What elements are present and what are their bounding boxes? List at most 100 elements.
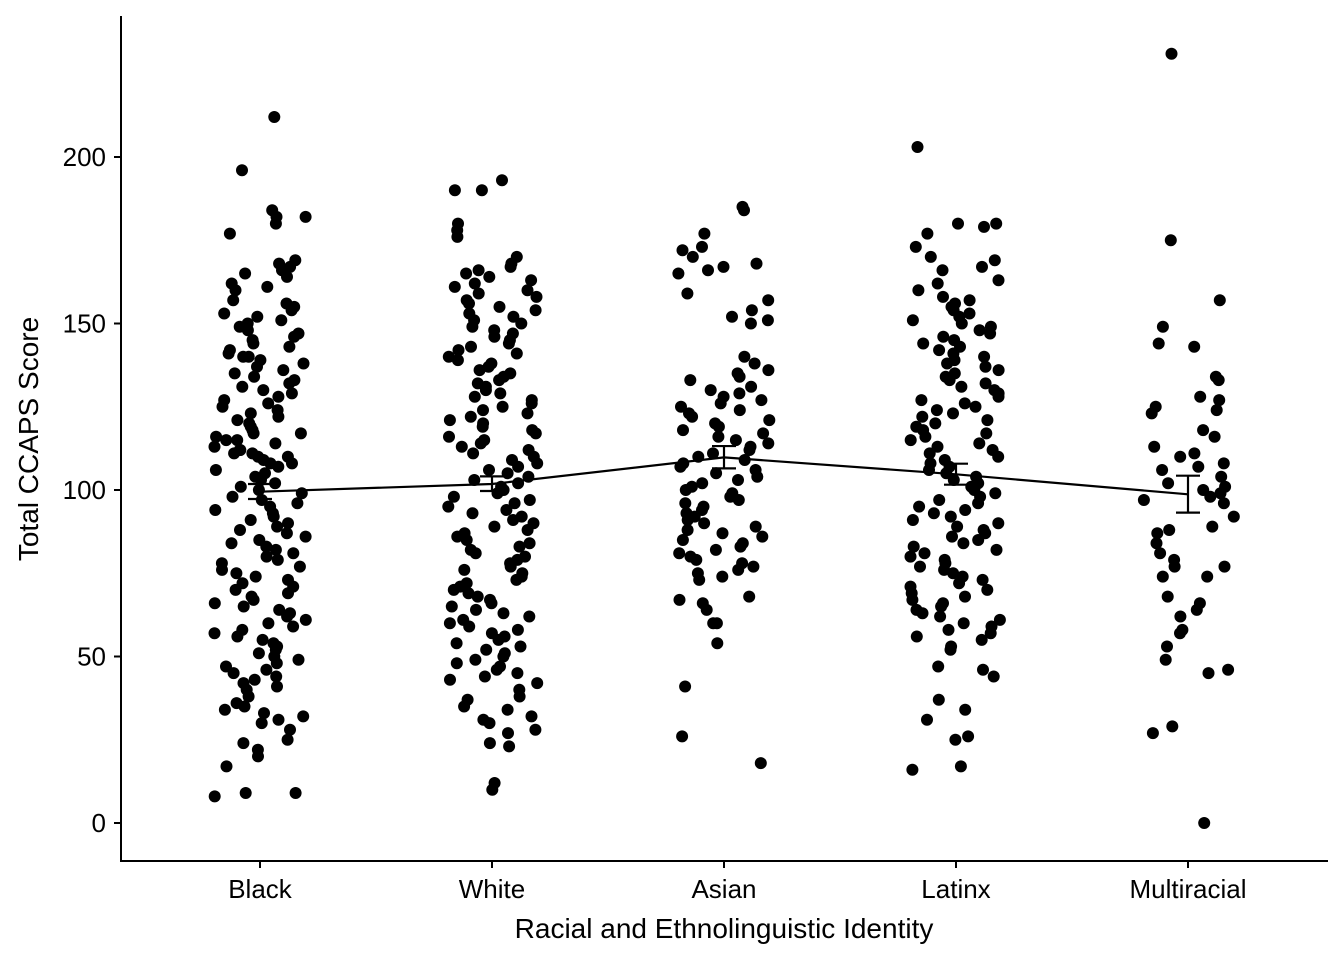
data-point-latinx-118: [944, 643, 957, 656]
data-point-latinx-33: [941, 357, 954, 370]
data-point-latinx-72: [989, 487, 1002, 500]
data-point-asian-26: [755, 394, 768, 407]
data-point-white-52: [521, 407, 534, 420]
data-point-asian-90: [754, 757, 767, 770]
data-point-black-135: [227, 667, 240, 680]
data-point-black-19: [285, 304, 298, 317]
data-point-black-59: [210, 430, 223, 443]
data-point-latinx-78: [927, 507, 940, 520]
data-point-asian-71: [709, 543, 722, 556]
data-point-latinx-1: [952, 217, 964, 230]
data-point-white-32: [465, 340, 477, 353]
data-point-multiracial-47: [1159, 653, 1172, 666]
data-point-multiracial-1: [1164, 234, 1177, 247]
y-tick-label-0: 0: [92, 808, 106, 838]
data-point-asian-66: [716, 527, 729, 540]
data-point-white-73: [512, 477, 525, 490]
data-point-multiracial-7: [1212, 374, 1225, 387]
data-point-white-0: [496, 174, 508, 187]
data-point-white-35: [442, 350, 455, 363]
data-point-black-132: [270, 657, 283, 670]
data-point-latinx-34: [979, 360, 992, 373]
data-point-black-37: [251, 360, 263, 373]
data-point-latinx-122: [932, 693, 945, 706]
data-point-white-144: [483, 737, 496, 750]
data-point-latinx-45: [958, 397, 971, 410]
data-point-multiracial-50: [1166, 720, 1179, 733]
data-point-black-104: [216, 563, 228, 576]
data-point-asian-2: [698, 227, 711, 240]
data-point-asian-37: [712, 430, 725, 443]
data-point-black-150: [281, 733, 294, 746]
data-point-asian-87: [711, 637, 724, 650]
data-point-multiracial-8: [1194, 390, 1207, 403]
data-point-multiracial-18: [1217, 457, 1230, 470]
data-point-asian-36: [757, 427, 770, 440]
data-point-white-76: [491, 487, 504, 500]
data-point-latinx-57: [973, 437, 986, 450]
data-point-black-149: [284, 723, 296, 736]
data-point-asian-9: [672, 267, 685, 280]
data-point-black-86: [209, 504, 222, 516]
data-point-asian-56: [732, 494, 745, 506]
y-tick-label-200: 200: [63, 142, 106, 172]
data-point-multiracial-49: [1202, 667, 1215, 680]
data-point-latinx-109: [934, 610, 947, 623]
data-point-black-121: [287, 620, 300, 633]
data-point-black-32: [222, 347, 235, 360]
data-point-asian-79: [716, 570, 729, 583]
data-point-latinx-121: [987, 670, 1000, 683]
data-point-multiracial-36: [1218, 560, 1231, 573]
data-point-latinx-101: [981, 583, 994, 596]
data-point-black-84: [291, 497, 304, 510]
data-point-white-9: [472, 264, 485, 277]
data-point-multiracial-22: [1162, 477, 1175, 490]
data-point-white-54: [443, 414, 456, 427]
data-point-multiracial-25: [1214, 487, 1227, 500]
data-point-white-38: [482, 360, 495, 373]
data-point-asian-11: [762, 294, 775, 307]
data-point-black-156: [239, 787, 252, 799]
data-point-white-15: [521, 284, 534, 297]
data-point-asian-6: [750, 257, 763, 270]
data-point-white-13: [468, 277, 481, 290]
data-point-black-42: [283, 377, 296, 390]
data-point-latinx-51: [929, 417, 942, 430]
data-point-multiracial-5: [1188, 340, 1201, 353]
data-point-white-135: [513, 690, 526, 703]
data-point-asian-42: [707, 447, 719, 460]
data-point-white-5: [451, 230, 464, 243]
data-point-white-2: [448, 184, 461, 197]
data-point-white-139: [525, 710, 538, 723]
data-point-multiracial-20: [1156, 464, 1169, 476]
data-point-asian-62: [681, 514, 694, 526]
data-point-latinx-79: [944, 510, 957, 523]
data-point-white-72: [468, 474, 481, 486]
data-point-asian-84: [700, 603, 713, 616]
data-point-white-26: [466, 320, 479, 333]
data-point-white-61: [474, 437, 487, 450]
data-point-white-87: [521, 524, 534, 536]
data-point-multiracial-39: [1156, 570, 1169, 583]
data-point-latinx-47: [930, 404, 943, 417]
data-point-white-113: [523, 610, 536, 623]
data-point-black-11: [239, 267, 252, 280]
data-point-white-143: [502, 727, 514, 740]
data-point-black-16: [227, 294, 240, 307]
data-point-latinx-120: [977, 663, 989, 676]
data-point-latinx-20: [906, 314, 919, 327]
data-point-asian-15: [744, 317, 757, 330]
data-point-latinx-114: [984, 627, 997, 640]
data-point-black-30: [283, 340, 296, 353]
data-point-black-120: [262, 617, 275, 630]
data-point-black-29: [247, 337, 260, 350]
data-point-white-25: [515, 317, 528, 330]
data-point-white-69: [483, 464, 495, 476]
data-point-latinx-55: [919, 430, 932, 443]
data-point-white-47: [468, 390, 481, 403]
data-point-black-61: [220, 434, 233, 447]
data-point-black-27: [288, 330, 301, 343]
data-point-white-58: [529, 427, 542, 440]
data-point-latinx-80: [906, 514, 919, 526]
points-layer: [208, 47, 1240, 829]
